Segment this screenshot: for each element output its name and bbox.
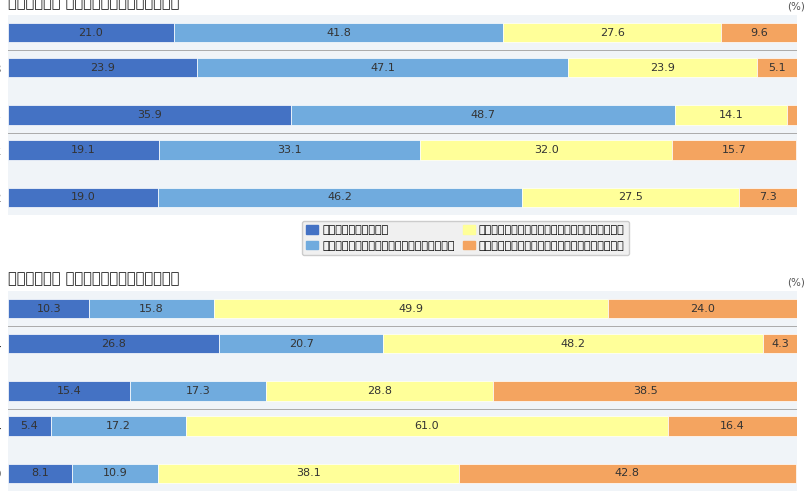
Text: 17.3: 17.3 [185, 386, 210, 396]
Text: 27.6: 27.6 [600, 28, 625, 38]
Text: 23.9: 23.9 [650, 63, 675, 73]
Text: 48.2: 48.2 [560, 339, 585, 349]
Bar [8, 299, 89, 318]
Text: 42.8: 42.8 [615, 468, 640, 478]
Bar [8, 381, 130, 401]
Bar [757, 58, 797, 77]
Bar [672, 140, 796, 160]
Text: 7.3: 7.3 [759, 192, 777, 202]
Bar [667, 416, 797, 436]
Bar [763, 334, 797, 353]
Bar [196, 58, 568, 77]
Bar [503, 23, 721, 42]
Text: 14.1: 14.1 [719, 110, 744, 120]
Text: 10.9: 10.9 [102, 468, 127, 478]
Bar [186, 416, 667, 436]
Bar [8, 464, 72, 483]
Text: 28.8: 28.8 [367, 386, 392, 396]
Bar [8, 334, 220, 353]
Text: 24.0: 24.0 [690, 304, 715, 314]
Bar [786, 105, 797, 125]
Text: 10.3: 10.3 [36, 304, 61, 314]
Bar [158, 464, 459, 483]
Text: ＜図１－１＞ 認知症に対する不安感の有無: ＜図１－１＞ 認知症に対する不安感の有無 [8, 0, 180, 10]
Bar [220, 334, 383, 353]
Text: ＜図１－２＞ 認知症予防のための対策意識: ＜図１－２＞ 認知症予防のための対策意識 [8, 271, 180, 286]
Bar [51, 416, 186, 436]
Text: 5.1: 5.1 [768, 63, 786, 73]
Text: 23.9: 23.9 [90, 63, 115, 73]
Text: 20.7: 20.7 [289, 339, 314, 349]
Text: 9.6: 9.6 [750, 28, 768, 38]
Bar [522, 188, 739, 207]
Bar [8, 416, 51, 436]
Text: 46.2: 46.2 [328, 192, 353, 202]
Bar [568, 58, 757, 77]
Text: 48.7: 48.7 [471, 110, 496, 120]
Text: 41.8: 41.8 [326, 28, 351, 38]
Text: (%): (%) [787, 277, 805, 287]
Text: 15.4: 15.4 [56, 386, 81, 396]
Bar [130, 381, 266, 401]
Bar [8, 140, 159, 160]
Bar [291, 105, 675, 125]
Text: 47.1: 47.1 [370, 63, 394, 73]
Bar [159, 140, 420, 160]
Text: 16.4: 16.4 [720, 421, 745, 431]
Text: 21.0: 21.0 [79, 28, 103, 38]
Text: (%): (%) [787, 1, 805, 11]
Bar [8, 58, 196, 77]
Bar [420, 140, 672, 160]
Bar [174, 23, 503, 42]
Bar [459, 464, 796, 483]
Bar [383, 334, 763, 353]
Text: 38.1: 38.1 [296, 468, 320, 478]
Bar [8, 105, 291, 125]
Text: 61.0: 61.0 [415, 421, 440, 431]
Bar [266, 381, 493, 401]
Bar [493, 381, 797, 401]
Text: 35.9: 35.9 [138, 110, 162, 120]
Text: 26.8: 26.8 [101, 339, 126, 349]
Text: 5.4: 5.4 [20, 421, 38, 431]
Bar [158, 188, 522, 207]
Bar [8, 188, 158, 207]
Text: 19.1: 19.1 [71, 145, 96, 155]
Text: 27.5: 27.5 [618, 192, 643, 202]
Text: 15.7: 15.7 [722, 145, 746, 155]
Text: 32.0: 32.0 [534, 145, 559, 155]
Text: 33.1: 33.1 [277, 145, 302, 155]
Text: 8.1: 8.1 [31, 468, 49, 478]
Legend: すでに取り組んでいる, まだ取り組んでいないがいずれ取り組む予定, 取り組む予定はないがいずれ取り組みたいと思う, 取り組む予定はないし取り組みたいとも思わない: すでに取り組んでいる, まだ取り組んでいないがいずれ取り組む予定, 取り組む予定… [302, 220, 630, 255]
Bar [739, 188, 797, 207]
Text: 49.9: 49.9 [398, 304, 423, 314]
Text: 17.2: 17.2 [106, 421, 131, 431]
Bar [214, 299, 608, 318]
Bar [8, 23, 174, 42]
Bar [675, 105, 786, 125]
Text: 4.3: 4.3 [771, 339, 789, 349]
Text: 38.5: 38.5 [633, 386, 658, 396]
Text: 15.8: 15.8 [139, 304, 164, 314]
Bar [72, 464, 158, 483]
Text: 19.0: 19.0 [71, 192, 95, 202]
Bar [608, 299, 797, 318]
Bar [89, 299, 214, 318]
Bar [721, 23, 797, 42]
